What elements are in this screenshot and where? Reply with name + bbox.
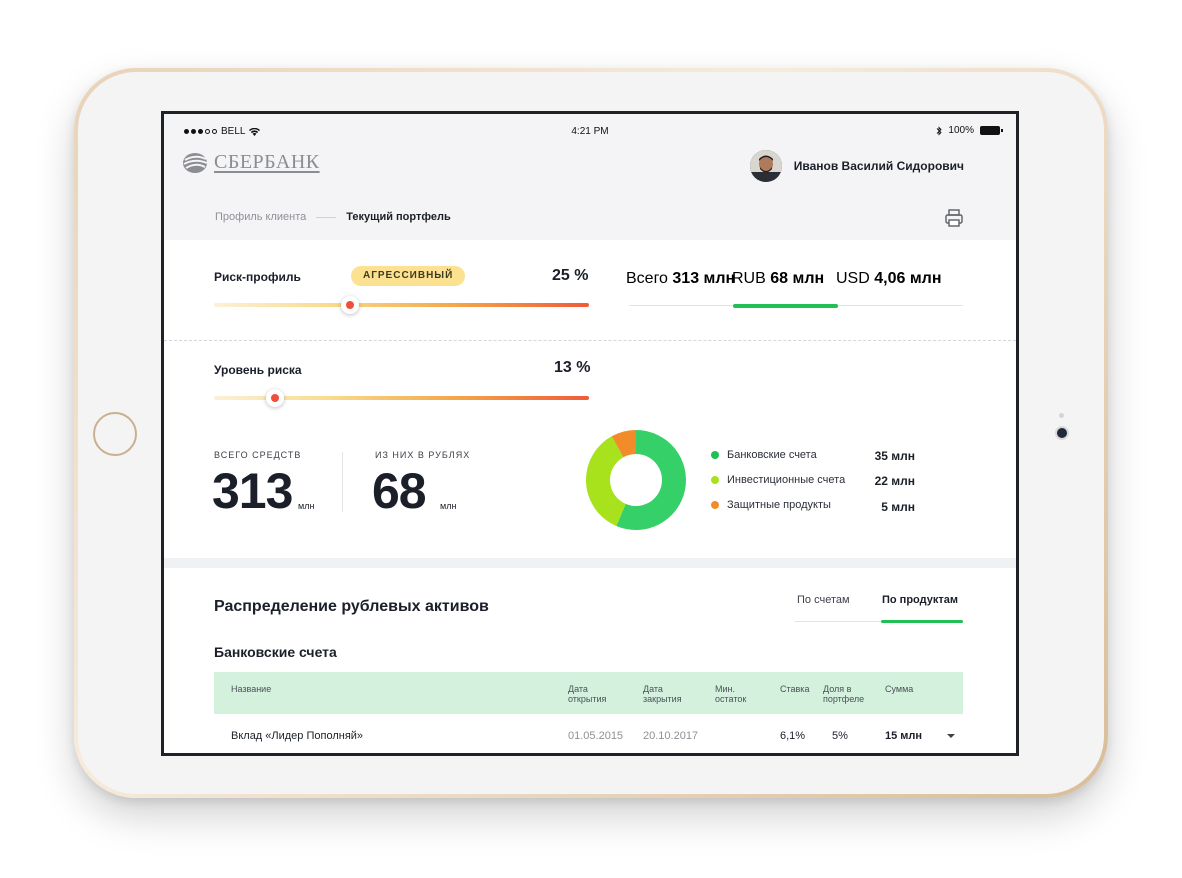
user-profile[interactable]: Иванов Василий Сидорович bbox=[749, 150, 964, 182]
totals-usd-value: 4,06 млн bbox=[874, 270, 942, 287]
chevron-down-icon[interactable] bbox=[947, 734, 955, 738]
col-min-balance: Мин. остаток bbox=[715, 684, 747, 704]
screen: BELL 4:21 PM 100% СБЕРБАНК bbox=[161, 111, 1019, 756]
risk-profile-badge: АГРЕССИВНЫЙ bbox=[351, 266, 466, 286]
risk-profile-slider-thumb[interactable] bbox=[340, 296, 359, 314]
risk-level-slider[interactable] bbox=[214, 389, 589, 407]
app-header bbox=[164, 114, 1016, 240]
legend-dot-investment-accounts bbox=[711, 476, 719, 484]
totals-all-value: 313 млн bbox=[672, 270, 736, 287]
totals-usd[interactable]: USD 4,06 млн bbox=[836, 270, 941, 288]
logo-text: СБЕРБАНК bbox=[214, 150, 320, 173]
risk-level-slider-thumb[interactable] bbox=[265, 389, 284, 407]
totals-rub-value: 68 млн bbox=[770, 270, 825, 287]
battery-percent: 100% bbox=[948, 125, 974, 136]
bank-accounts-subtitle: Банковские счета bbox=[214, 644, 337, 660]
tab-by-products[interactable]: По продуктам bbox=[882, 594, 959, 606]
tabs-underline bbox=[795, 621, 963, 622]
risk-level-percent: 13 % bbox=[554, 359, 591, 376]
signal-icon bbox=[184, 129, 217, 134]
section-divider bbox=[164, 340, 1016, 341]
tab-active-indicator bbox=[881, 620, 963, 623]
col-close-date: Дата закрытия bbox=[643, 684, 682, 704]
risk-profile-percent: 25 % bbox=[552, 267, 589, 284]
breadcrumb-current-portfolio: Текущий портфель bbox=[346, 211, 451, 223]
wifi-icon bbox=[249, 127, 261, 136]
breadcrumb: Профиль клиента Текущий портфель bbox=[215, 211, 451, 223]
carrier-label: BELL bbox=[221, 126, 246, 137]
rub-funds-label: ИЗ НИХ В РУБЛЯХ bbox=[375, 450, 471, 460]
status-bar: BELL 4:21 PM 100% bbox=[164, 124, 1016, 140]
col-sum: Сумма bbox=[885, 684, 914, 694]
legend-value-protective-products: 5 млн bbox=[881, 500, 915, 514]
section-gap bbox=[164, 558, 1016, 568]
total-funds-label: ВСЕГО СРЕДСТВ bbox=[214, 450, 302, 460]
col-share: Доля в портфеле bbox=[823, 684, 865, 704]
risk-profile-slider[interactable] bbox=[214, 296, 589, 314]
rub-funds-value: 68 bbox=[372, 463, 427, 519]
donut-slice-protective-products bbox=[611, 430, 636, 458]
camera bbox=[1057, 428, 1067, 438]
col-rate: Ставка bbox=[780, 684, 810, 694]
risk-profile-label: Риск-профиль bbox=[214, 270, 301, 284]
cell-rate: 6,1% bbox=[780, 730, 806, 742]
totals-active-indicator bbox=[733, 304, 838, 308]
totals-all-label: Всего bbox=[626, 270, 668, 287]
home-button[interactable] bbox=[93, 412, 137, 456]
battery-icon bbox=[980, 126, 1003, 135]
totals-rub[interactable]: RUB 68 млн bbox=[732, 270, 824, 288]
cell-close-date: 20.10.2017 bbox=[643, 730, 699, 742]
table-row[interactable]: Вклад «Лидер Пополняй» 01.05.2015 20.10.… bbox=[214, 714, 963, 753]
distribution-title: Распределение рублевых активов bbox=[214, 598, 489, 615]
legend-name-protective-products: Защитные продукты bbox=[727, 499, 831, 511]
col-open-date: Дата открытия bbox=[568, 684, 607, 704]
cell-open-date: 01.05.2015 bbox=[568, 730, 624, 742]
sberbank-logo[interactable]: СБЕРБАНК bbox=[182, 150, 320, 174]
donut-slice-investment-accounts bbox=[586, 436, 626, 526]
distribution-tabs: По счетам По продуктам bbox=[795, 594, 963, 624]
assets-donut-chart bbox=[586, 430, 686, 530]
legend-name-investment-accounts: Инвестиционные счета bbox=[727, 474, 846, 486]
legend-value-investment-accounts: 22 млн bbox=[874, 474, 915, 488]
legend-protective-products: Защитные продукты bbox=[711, 499, 831, 511]
total-funds-value: 313 bbox=[212, 463, 293, 519]
legend-dot-bank-accounts bbox=[711, 451, 719, 459]
tab-by-accounts[interactable]: По счетам bbox=[797, 594, 850, 606]
legend-investment-accounts: Инвестиционные счета bbox=[711, 474, 845, 486]
bluetooth-icon bbox=[937, 125, 943, 136]
print-icon[interactable] bbox=[944, 208, 964, 228]
total-funds-unit: млн bbox=[298, 501, 315, 511]
donut-slice-bank-accounts bbox=[616, 430, 686, 530]
sberbank-logo-icon bbox=[183, 153, 208, 173]
cell-share: 5% bbox=[832, 730, 848, 742]
user-name: Иванов Василий Сидорович bbox=[793, 159, 964, 173]
breadcrumb-client-profile[interactable]: Профиль клиента bbox=[215, 211, 307, 223]
legend-dot-protective-products bbox=[711, 501, 719, 509]
avatar[interactable] bbox=[749, 150, 782, 182]
table-header: Название Дата открытия Дата закрытия Мин… bbox=[214, 672, 963, 714]
cell-sum: 15 млн bbox=[885, 730, 923, 742]
legend-bank-accounts: Банковские счета bbox=[711, 449, 817, 461]
totals-all[interactable]: Всего 313 млн bbox=[626, 270, 735, 288]
clock: 4:21 PM bbox=[571, 126, 609, 137]
col-name: Название bbox=[231, 684, 272, 694]
cell-name: Вклад «Лидер Пополняй» bbox=[231, 730, 364, 742]
funds-divider bbox=[342, 452, 343, 512]
legend-name-bank-accounts: Банковские счета bbox=[727, 449, 817, 461]
legend-value-bank-accounts: 35 млн bbox=[874, 449, 915, 463]
sensor bbox=[1059, 413, 1064, 418]
totals-usd-label: USD bbox=[836, 270, 870, 287]
breadcrumb-separator bbox=[316, 216, 337, 218]
rub-funds-unit: млн bbox=[440, 501, 457, 511]
totals-rub-label: RUB bbox=[732, 270, 766, 287]
risk-level-label: Уровень риска bbox=[214, 363, 302, 377]
